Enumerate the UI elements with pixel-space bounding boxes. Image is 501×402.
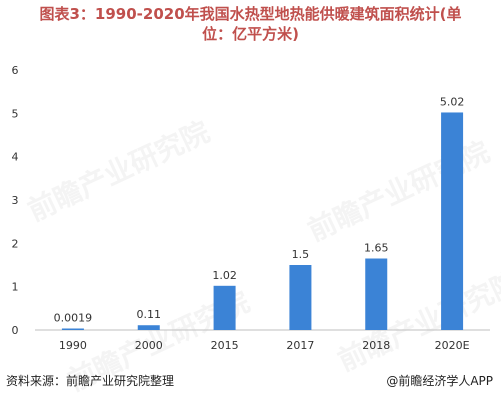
y-tick-label: 2 — [12, 237, 19, 250]
data-label: 0.11 — [137, 308, 162, 321]
bar — [365, 258, 388, 330]
data-label: 0.0019 — [54, 312, 93, 325]
y-tick-label: 6 — [12, 64, 19, 77]
y-tick-label: 3 — [12, 194, 19, 207]
bar — [213, 285, 236, 330]
bar — [137, 325, 160, 330]
y-tick-label: 5 — [12, 107, 19, 120]
x-tick-label: 2018 — [362, 339, 390, 352]
x-tick-label: 2020E — [435, 339, 470, 352]
bar — [61, 328, 84, 330]
data-label: 1.5 — [292, 248, 310, 261]
x-tick-label: 1990 — [59, 339, 87, 352]
chart-title-line2: 位：亿平方米) — [202, 25, 299, 43]
data-label: 1.65 — [364, 242, 389, 255]
data-label: 1.02 — [212, 269, 237, 282]
chart-title: 图表3：1990-2020年我国水热型地热能供暖建筑面积统计(单 位：亿平方米) — [0, 4, 501, 44]
x-tick-label: 2000 — [135, 339, 163, 352]
y-tick-label: 0 — [12, 324, 19, 337]
x-tick-label: 2017 — [286, 339, 314, 352]
bar — [289, 265, 312, 330]
data-label: 5.02 — [440, 95, 465, 108]
footer: 资料来源：前瞻产业研究院整理 @前瞻经济学人APP — [0, 372, 501, 394]
chart-title-line1: 图表3：1990-2020年我国水热型地热能供暖建筑面积统计(单 — [39, 5, 462, 23]
y-tick-label: 1 — [12, 281, 19, 294]
y-tick-label: 4 — [12, 151, 19, 164]
bar — [441, 112, 464, 330]
brand-credit: @前瞻经济学人APP — [386, 374, 493, 388]
source-note: 资料来源：前瞻产业研究院整理 — [6, 374, 175, 388]
x-tick-label: 2015 — [211, 339, 239, 352]
